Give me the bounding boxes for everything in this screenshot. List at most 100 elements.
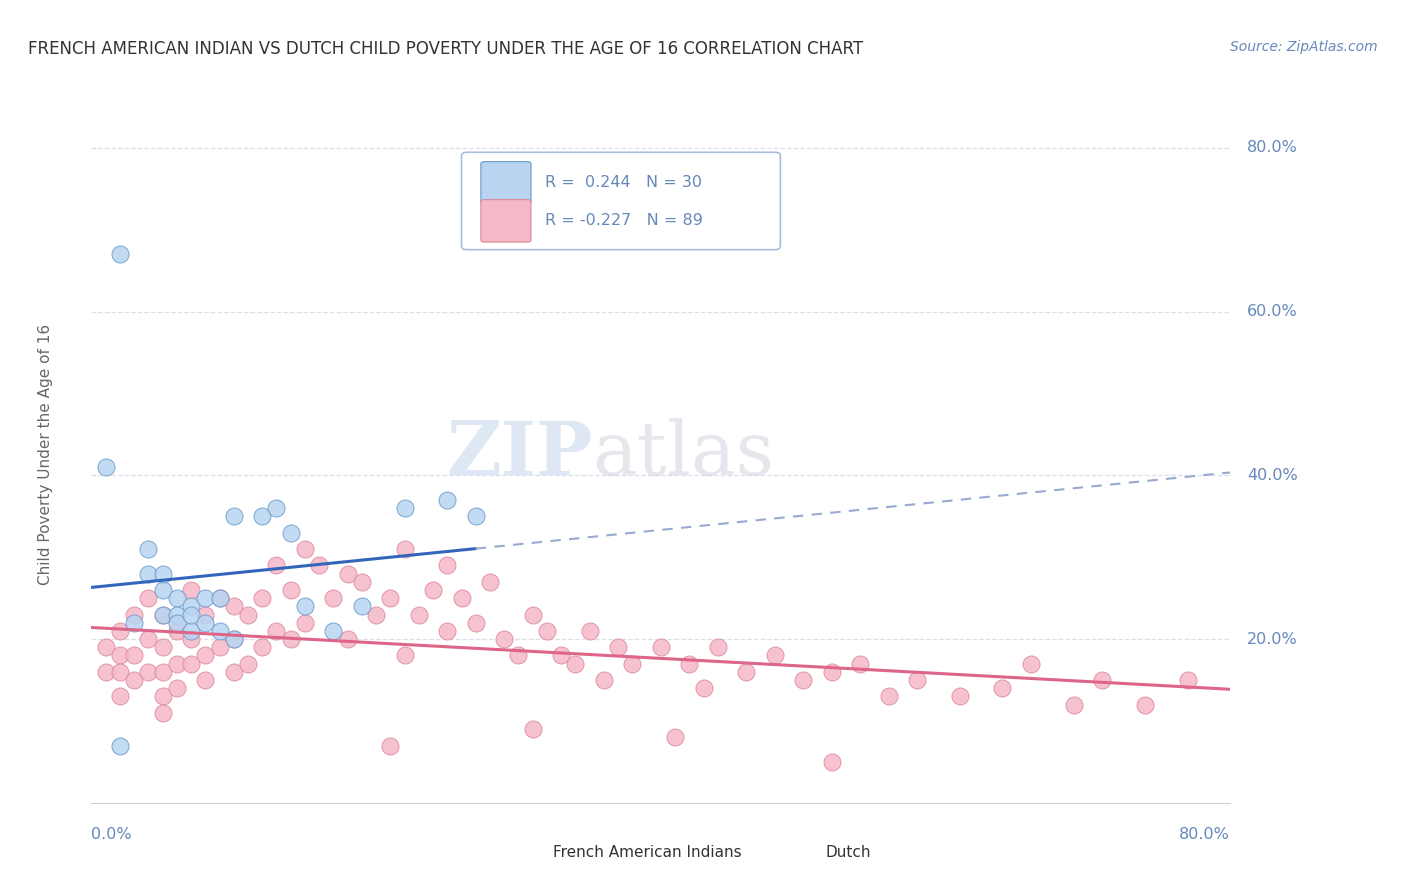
Point: [138, 665, 160, 679]
Point: [550, 648, 572, 663]
Point: [180, 599, 202, 614]
Point: [194, 591, 217, 606]
Point: [166, 657, 188, 671]
Point: [152, 640, 174, 655]
Point: [152, 566, 174, 581]
Text: 80.0%: 80.0%: [1180, 827, 1230, 842]
Text: 20.0%: 20.0%: [1247, 632, 1298, 647]
Point: [122, 615, 145, 630]
Point: [336, 566, 359, 581]
Point: [394, 542, 416, 557]
Point: [436, 558, 458, 573]
Point: [820, 665, 842, 679]
Point: [222, 632, 245, 646]
Point: [122, 673, 145, 687]
Point: [180, 607, 202, 622]
Point: [250, 591, 273, 606]
Point: [180, 632, 202, 646]
Point: [1063, 698, 1085, 712]
Point: [122, 648, 145, 663]
Point: [152, 706, 174, 720]
Point: [308, 558, 330, 573]
Point: [108, 648, 131, 663]
Point: [322, 624, 344, 638]
Point: [380, 591, 402, 606]
Point: [436, 624, 458, 638]
Point: [593, 673, 616, 687]
Point: [152, 582, 174, 597]
Point: [108, 624, 131, 638]
Point: [1091, 673, 1114, 687]
Point: [578, 624, 600, 638]
Point: [194, 615, 217, 630]
Point: [664, 731, 686, 745]
Point: [478, 574, 502, 589]
Point: [236, 657, 259, 671]
Point: [222, 509, 245, 524]
Point: [166, 591, 188, 606]
Point: [849, 657, 872, 671]
Point: [508, 648, 530, 663]
Point: [108, 247, 131, 261]
FancyBboxPatch shape: [461, 153, 780, 250]
Point: [294, 615, 316, 630]
Point: [152, 690, 174, 704]
Point: [266, 558, 288, 573]
Point: [522, 722, 544, 736]
Point: [394, 501, 416, 516]
Text: Dutch: Dutch: [825, 846, 872, 861]
Point: [450, 591, 472, 606]
FancyBboxPatch shape: [778, 838, 815, 868]
Point: [266, 624, 288, 638]
FancyBboxPatch shape: [481, 161, 531, 204]
Point: [94, 640, 117, 655]
Point: [364, 607, 387, 622]
Point: [536, 624, 558, 638]
Point: [208, 624, 231, 638]
Point: [194, 607, 217, 622]
Point: [692, 681, 714, 696]
Point: [422, 582, 444, 597]
Point: [294, 599, 316, 614]
Point: [138, 591, 160, 606]
Point: [222, 632, 245, 646]
Point: [108, 690, 131, 704]
Point: [350, 599, 373, 614]
Text: atlas: atlas: [592, 418, 775, 491]
Point: [94, 460, 117, 475]
Point: [436, 492, 458, 507]
Point: [152, 607, 174, 622]
Point: [108, 665, 131, 679]
Point: [152, 607, 174, 622]
Point: [194, 673, 217, 687]
Text: Source: ZipAtlas.com: Source: ZipAtlas.com: [1230, 40, 1378, 54]
Point: [166, 624, 188, 638]
Point: [280, 582, 302, 597]
Point: [108, 739, 131, 753]
Point: [564, 657, 586, 671]
Point: [820, 755, 842, 769]
Point: [706, 640, 728, 655]
Point: [494, 632, 516, 646]
Text: 40.0%: 40.0%: [1247, 468, 1298, 483]
Point: [735, 665, 758, 679]
Point: [152, 665, 174, 679]
Point: [408, 607, 430, 622]
Point: [280, 632, 302, 646]
Point: [1019, 657, 1042, 671]
Point: [194, 648, 217, 663]
Point: [763, 648, 786, 663]
Point: [180, 657, 202, 671]
Point: [122, 607, 145, 622]
Point: [380, 739, 402, 753]
Point: [138, 566, 160, 581]
Text: 80.0%: 80.0%: [1247, 140, 1298, 155]
Point: [678, 657, 700, 671]
FancyBboxPatch shape: [503, 838, 543, 868]
Point: [180, 582, 202, 597]
Point: [522, 607, 544, 622]
Point: [877, 690, 900, 704]
Point: [650, 640, 672, 655]
Point: [166, 681, 188, 696]
Point: [792, 673, 814, 687]
